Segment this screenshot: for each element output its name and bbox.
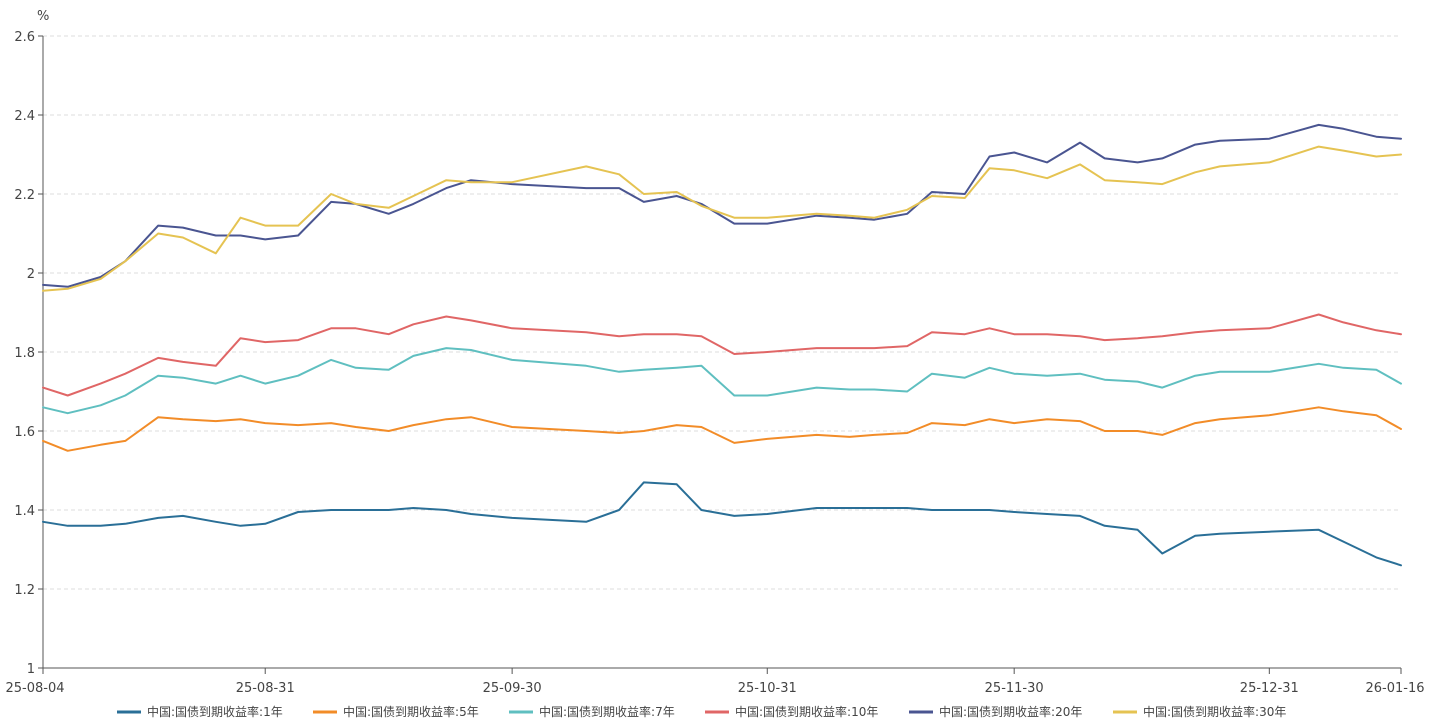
x-tick-label: 25-11-30 bbox=[985, 681, 1044, 696]
legend: 中国:国债到期收益率:1年 中国:国债到期收益率:5年 中国:国债到期收益率:7年 中… bbox=[117, 704, 1286, 719]
legend-item[interactable]: 中国:国债到期收益率:1年 bbox=[117, 704, 283, 719]
series-line-6[interactable] bbox=[42, 145, 1402, 292]
legend-item[interactable]: 中国:国债到期收益率:30年 bbox=[1113, 704, 1286, 719]
y-tick-label: 2 bbox=[27, 267, 35, 282]
y-tick-label: 2.6 bbox=[14, 30, 35, 45]
y-tick-label: 2.4 bbox=[14, 109, 35, 124]
legend-label: 中国:国债到期收益率:30年 bbox=[1143, 704, 1286, 719]
x-tick-label: 26-01-16 bbox=[1365, 681, 1424, 696]
x-tick-label: 25-08-31 bbox=[236, 681, 295, 696]
legend-item[interactable]: 中国:国债到期收益率:10年 bbox=[705, 704, 878, 719]
legend-label: 中国:国债到期收益率:5年 bbox=[343, 704, 479, 719]
grid-lines bbox=[43, 35, 1401, 590]
y-tick-label: 1.6 bbox=[14, 425, 35, 440]
y-tick-label: 1.2 bbox=[14, 583, 35, 598]
axes: % 1 1.2 1.4 1.6 1.8 2 2.2 2.4 2.6 25-08-04 25-08-31… bbox=[5, 9, 1424, 696]
legend-label: 中国:国债到期收益率:20年 bbox=[939, 704, 1082, 719]
x-tick-label: 25-09-30 bbox=[483, 681, 542, 696]
series-line-4[interactable] bbox=[42, 313, 1402, 397]
x-tick-label: 25-08-04 bbox=[5, 681, 64, 696]
series-line-1[interactable] bbox=[42, 481, 1402, 567]
series-line-2[interactable] bbox=[42, 406, 1402, 452]
legend-item[interactable]: 中国:国债到期收益率:20年 bbox=[909, 704, 1082, 719]
series-line-5[interactable] bbox=[42, 123, 1402, 288]
y-tick-label: 2.2 bbox=[14, 188, 35, 203]
y-tick-label: 1.8 bbox=[14, 346, 35, 361]
legend-item[interactable]: 中国:国债到期收益率:7年 bbox=[509, 704, 675, 719]
legend-label: 中国:国债到期收益率:10年 bbox=[735, 704, 878, 719]
series-lines bbox=[42, 123, 1402, 567]
series-line-3[interactable] bbox=[42, 347, 1402, 415]
x-tick-label: 25-12-31 bbox=[1240, 681, 1299, 696]
y-axis-unit: % bbox=[37, 9, 49, 24]
legend-label: 中国:国债到期收益率:1年 bbox=[147, 704, 283, 719]
y-tick-label: 1 bbox=[27, 662, 35, 677]
legend-item[interactable]: 中国:国债到期收益率:5年 bbox=[313, 704, 479, 719]
y-tick-label: 1.4 bbox=[14, 504, 35, 519]
legend-label: 中国:国债到期收益率:7年 bbox=[539, 704, 675, 719]
x-tick-label: 25-10-31 bbox=[738, 681, 797, 696]
